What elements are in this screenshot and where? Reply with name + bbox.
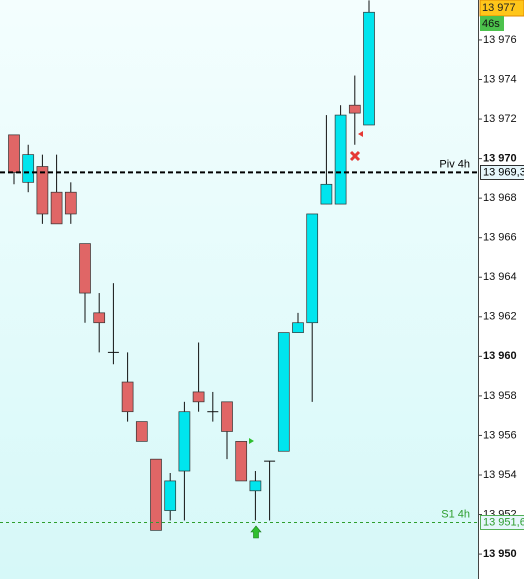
timer-label: 46s: [482, 18, 500, 30]
candle-body: [363, 11, 375, 126]
last-price-label: 13 977: [482, 2, 516, 14]
y-tick-label: 13 962: [483, 311, 517, 323]
candle-body: [235, 441, 248, 482]
y-tick-label: 13 954: [483, 469, 517, 481]
candle-body: [150, 458, 162, 531]
y-tick-label: 13 950: [483, 548, 517, 560]
y-tick-label: 13 958: [483, 390, 517, 402]
buy-triangle: [249, 438, 254, 444]
marks: [8, 0, 375, 531]
candle-body: [249, 480, 262, 492]
candle-body: [36, 166, 49, 215]
candle-body: [79, 243, 91, 294]
y-tick-label: 13 968: [483, 192, 517, 204]
y-tick-label: 13 956: [483, 429, 517, 441]
level-name: S1 4h: [441, 508, 470, 520]
candle-body: [178, 411, 191, 472]
level-value-box: [480, 165, 524, 180]
candle-body: [50, 191, 63, 225]
candle-body: [334, 114, 347, 205]
buy-arrow: [250, 525, 262, 539]
candle-body: [192, 391, 205, 403]
y-tick-label: 13 970: [483, 152, 517, 164]
y-tick-label: 13 974: [483, 73, 517, 85]
candle-body: [277, 332, 290, 452]
candle-body: [292, 322, 304, 333]
candle-body: [135, 421, 148, 442]
candle-body: [8, 134, 20, 173]
exit-cross: [349, 150, 361, 162]
y-tick-label: 13 972: [483, 113, 517, 125]
candle-body: [348, 104, 361, 114]
sell-triangle: [358, 131, 363, 137]
level-value-label: 13 969,3: [483, 166, 524, 178]
candle-body: [64, 191, 77, 215]
y-tick-label: 13 976: [483, 34, 517, 46]
candle-body: [22, 154, 35, 183]
level-name: Piv 4h: [439, 158, 470, 170]
candle-body: [164, 480, 177, 511]
level-value-box: [480, 515, 524, 530]
candle-body: [320, 183, 333, 205]
y-tick-label: 13 960: [483, 350, 517, 362]
candle-body: [306, 213, 319, 324]
candle-body: [121, 381, 134, 413]
y-tick-label: 13 964: [483, 271, 517, 283]
timer-box: [480, 16, 504, 31]
candle-body: [93, 312, 106, 324]
axis-background: [478, 0, 524, 579]
y-tick-label: 13 966: [483, 232, 517, 244]
plot-background: [0, 0, 478, 579]
level-value-label: 13 951,6: [483, 516, 524, 528]
candle-body: [221, 401, 233, 432]
